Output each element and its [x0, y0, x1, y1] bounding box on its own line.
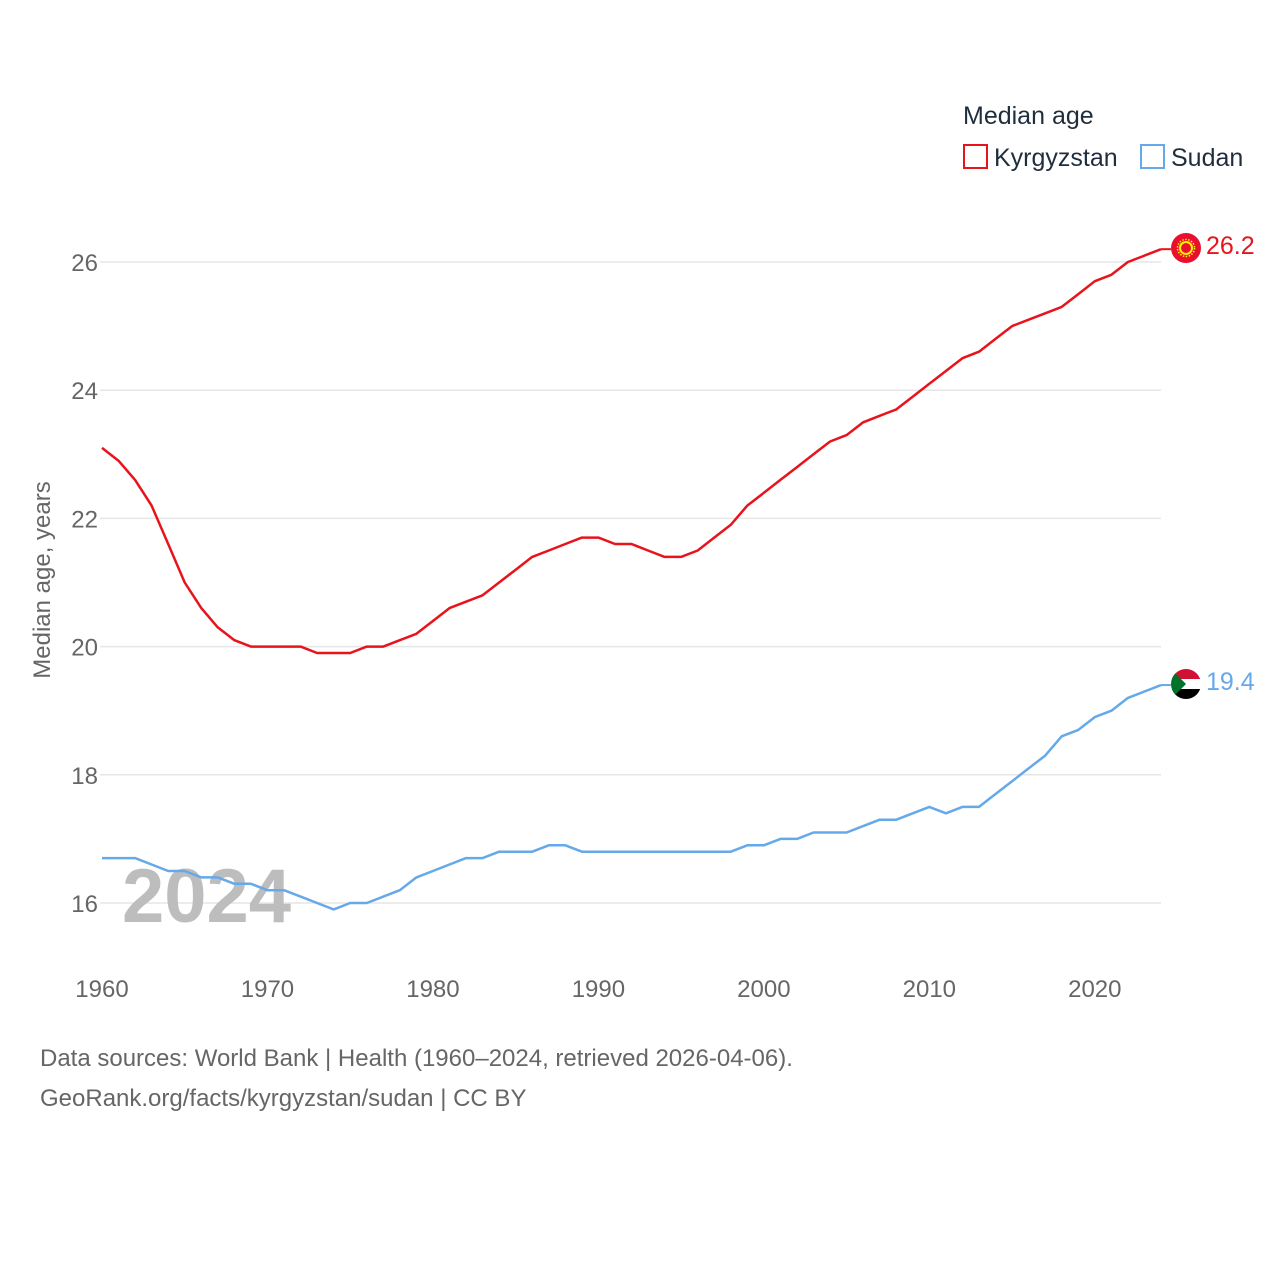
legend-label-kyrgyzstan: Kyrgyzstan — [994, 144, 1118, 172]
y-tick-label: 24 — [71, 378, 98, 405]
legend-swatch-kyrgyzstan — [963, 144, 988, 169]
footer-sources: Data sources: World Bank | Health (1960–… — [40, 1045, 793, 1072]
legend-title: Median age — [963, 102, 1094, 130]
y-tick-label: 20 — [71, 635, 98, 662]
series-line-sudan[interactable] — [102, 683, 1162, 911]
legend-item-sudan[interactable]: Sudan — [1140, 144, 1243, 172]
end-value-sudan: 19.4 — [1206, 668, 1255, 696]
x-tick-label: 2000 — [737, 976, 790, 1003]
legend-label-sudan: Sudan — [1171, 144, 1243, 172]
legend-swatch-sudan — [1140, 144, 1165, 169]
x-tick-labels: 1960 1970 1980 1990 2000 2010 2020 — [75, 976, 1121, 1003]
gridlines — [100, 261, 1161, 904]
y-tick-labels: 16 18 20 22 24 26 — [71, 250, 98, 918]
x-tick-label: 2010 — [903, 976, 956, 1003]
x-tick-label: 2020 — [1068, 976, 1121, 1003]
footer-link[interactable]: GeoRank.org/facts/kyrgyzstan/sudan | CC … — [40, 1085, 527, 1112]
x-tick-label: 1980 — [406, 976, 459, 1003]
x-tick-label: 1990 — [572, 976, 625, 1003]
y-tick-label: 22 — [71, 506, 98, 533]
legend-item-kyrgyzstan[interactable]: Kyrgyzstan — [963, 144, 1118, 172]
y-axis-title: Median age, years — [29, 481, 56, 678]
y-tick-label: 26 — [71, 250, 98, 277]
series-lines — [101, 248, 1171, 911]
kyrgyzstan-flag-icon — [1171, 233, 1201, 263]
sudan-flag-icon — [1171, 669, 1201, 699]
year-watermark: 2024 — [122, 854, 291, 939]
legend: Median age Kyrgyzstan Sudan — [963, 102, 1243, 172]
x-tick-label: 1960 — [75, 976, 128, 1003]
series-line-kyrgyzstan[interactable] — [101, 248, 1162, 655]
y-tick-label: 16 — [71, 891, 98, 918]
x-tick-label: 1970 — [241, 976, 294, 1003]
y-tick-label: 18 — [71, 763, 98, 790]
end-value-kyrgyzstan: 26.2 — [1206, 232, 1255, 260]
